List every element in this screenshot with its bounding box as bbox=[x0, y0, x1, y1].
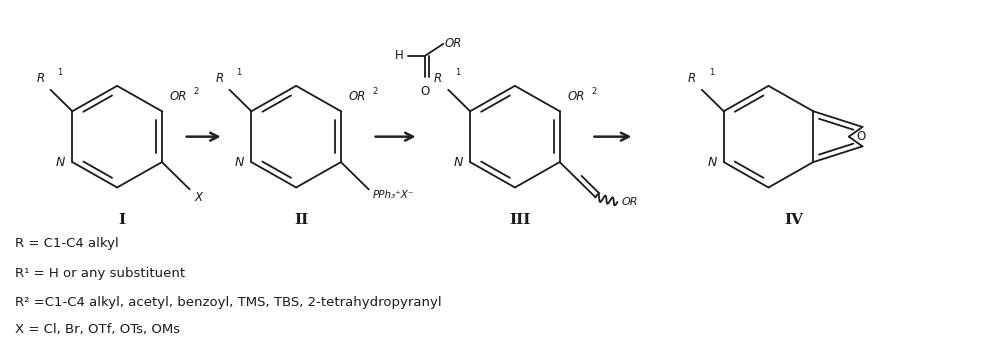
Text: R¹ = H or any substituent: R¹ = H or any substituent bbox=[15, 267, 185, 280]
Text: N: N bbox=[707, 156, 717, 169]
Text: X = Cl, Br, OTf, OTs, OMs: X = Cl, Br, OTf, OTs, OMs bbox=[15, 323, 180, 336]
Text: R: R bbox=[215, 72, 224, 85]
Text: N: N bbox=[56, 156, 65, 169]
Text: R = C1-C4 alkyl: R = C1-C4 alkyl bbox=[15, 237, 118, 250]
Text: H: H bbox=[395, 49, 404, 62]
Text: R² =C1-C4 alkyl, acetyl, benzoyl, TMS, TBS, 2-tetrahydropyranyl: R² =C1-C4 alkyl, acetyl, benzoyl, TMS, T… bbox=[15, 296, 441, 309]
Text: 1: 1 bbox=[236, 68, 242, 77]
Text: OR: OR bbox=[568, 90, 585, 103]
Text: N: N bbox=[235, 156, 244, 169]
Text: 1: 1 bbox=[57, 68, 63, 77]
Text: 1: 1 bbox=[709, 68, 714, 77]
Text: X: X bbox=[195, 192, 203, 205]
Text: 2: 2 bbox=[591, 87, 596, 96]
Text: OR: OR bbox=[444, 37, 462, 50]
Text: 1: 1 bbox=[455, 68, 460, 77]
Text: PPh₃⁺X⁻: PPh₃⁺X⁻ bbox=[373, 190, 414, 200]
Text: OR: OR bbox=[349, 90, 366, 103]
Text: 2: 2 bbox=[193, 87, 198, 96]
Text: IV: IV bbox=[784, 213, 803, 227]
Text: 2: 2 bbox=[372, 87, 377, 96]
Text: N: N bbox=[454, 156, 463, 169]
Text: O: O bbox=[857, 130, 866, 143]
Text: O: O bbox=[421, 85, 430, 98]
Text: R: R bbox=[688, 72, 696, 85]
Text: I: I bbox=[119, 213, 126, 227]
Text: II: II bbox=[294, 213, 308, 227]
Text: OR: OR bbox=[170, 90, 187, 103]
Text: R: R bbox=[434, 72, 442, 85]
Text: III: III bbox=[509, 213, 531, 227]
Text: R: R bbox=[36, 72, 45, 85]
Text: OR: OR bbox=[621, 197, 638, 207]
